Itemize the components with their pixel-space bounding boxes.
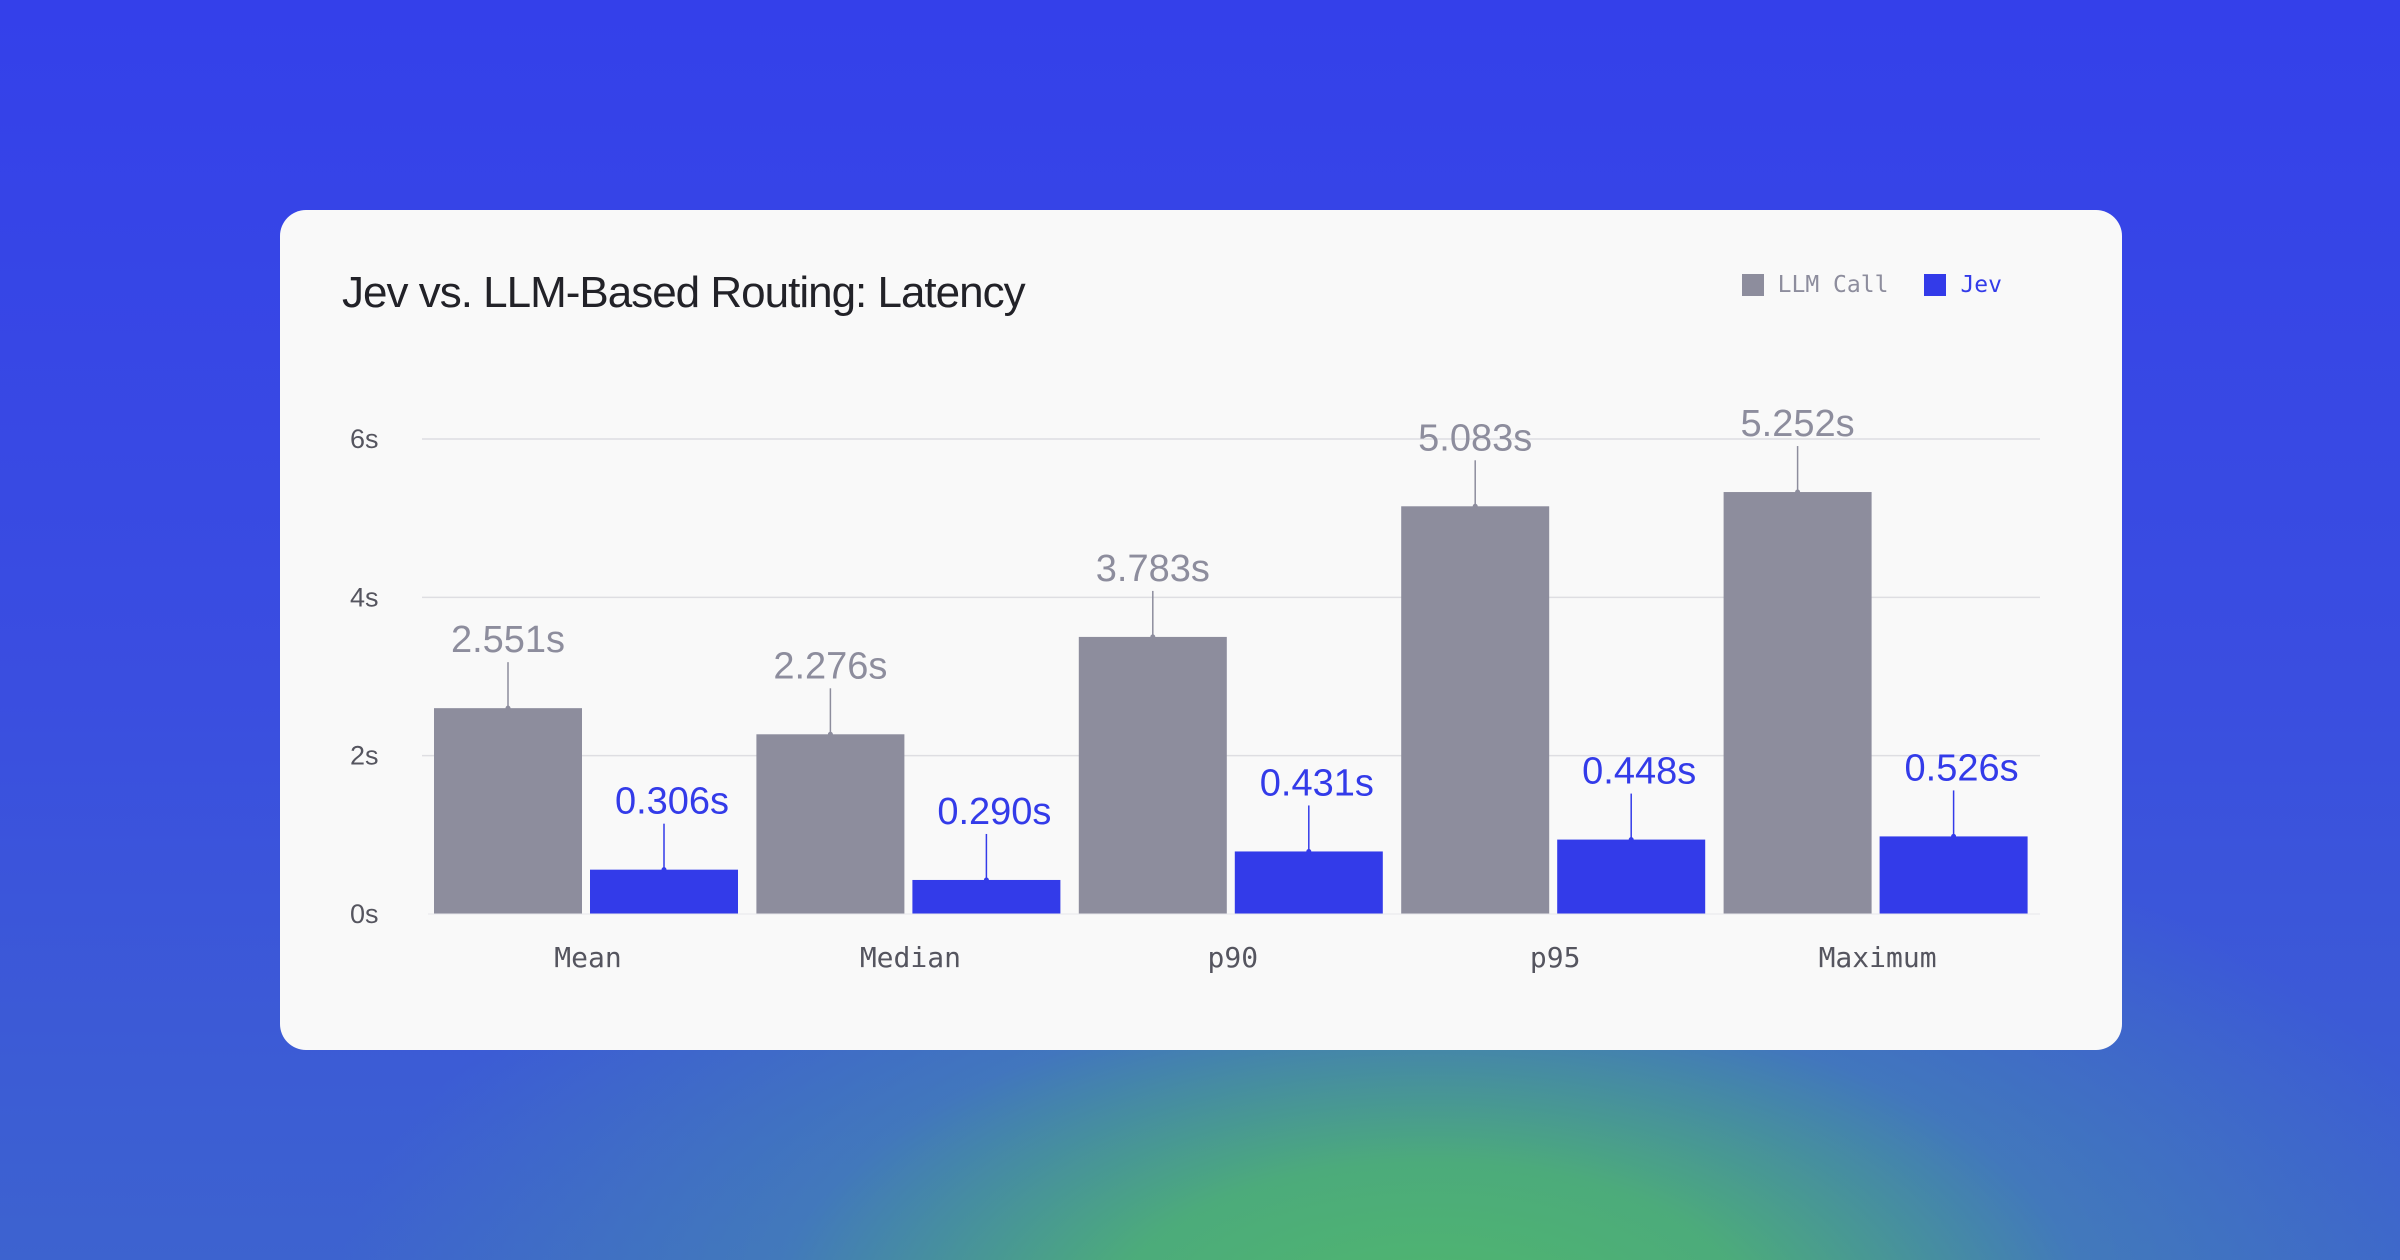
legend-swatch-jev [1924,274,1947,296]
y-tick-label: 0s [350,899,379,929]
y-tick-label: 4s [350,582,379,612]
x-tick-label: Mean [554,941,621,974]
data-label: 0.526s [1905,747,2019,789]
legend-item-jev: Jev [1924,272,2002,298]
data-label-dot [1306,848,1312,854]
data-label-dot [1150,634,1156,640]
legend-label-jev: Jev [1960,272,2002,298]
x-tick-label: p90 [1208,941,1259,974]
data-label-dot [983,877,989,883]
data-label-dot [1628,837,1634,843]
bar-chart: 0s 2s 4s 6s 2.551s 0.306s Mean 2.276s 0.290s Medi… [350,403,2040,974]
bar [912,879,1061,914]
data-label-dot [505,705,511,711]
bar [434,708,582,914]
bar [1401,506,1550,914]
bar [1879,836,2028,914]
legend-item-llm: LLM Call [1741,272,1889,298]
data-label-dot [1951,833,1957,839]
data-label: 0.306s [615,781,729,823]
bar [590,869,738,914]
data-label: 5.083s [1418,417,1532,459]
data-label: 5.252s [1741,403,1855,445]
y-tick-label: 6s [350,424,379,454]
chart-title: Jev vs. LLM-Based Routing: Latency [342,268,1026,317]
x-tick-label: Maximum [1819,941,1937,974]
data-label: 2.551s [451,619,565,661]
legend: LLM Call Jev [1741,272,2002,298]
y-tick-label: 2s [350,741,379,771]
data-label-dot [1795,489,1801,495]
bar [1723,492,1872,914]
x-tick-label: p95 [1530,941,1581,974]
data-label-dot [661,867,667,873]
bar [756,734,905,914]
chart-card: Jev vs. LLM-Based Routing: Latency LLM C… [280,210,2122,1050]
bar [1557,839,1706,914]
legend-label-llm: LLM Call [1777,272,1889,298]
data-label: 0.448s [1582,751,1696,793]
data-label-dot [1472,503,1478,509]
data-label: 2.276s [773,645,887,687]
x-tick-label: Median [860,941,961,974]
data-label: 0.290s [937,791,1051,833]
bar [1234,851,1383,914]
legend-swatch-llm [1741,274,1764,296]
data-label-dot [827,731,833,737]
bar [1078,636,1227,914]
data-label: 0.431s [1260,762,1374,804]
data-label: 3.783s [1096,548,1210,590]
